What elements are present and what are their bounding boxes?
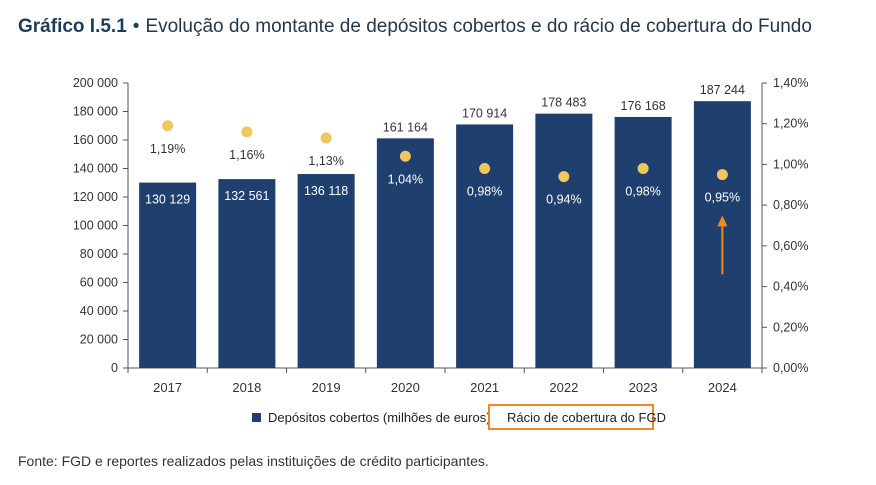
bar — [535, 113, 593, 368]
legend-item-bars: Depósitos cobertos (milhões de euros) — [252, 404, 491, 430]
ratio-point — [241, 126, 253, 138]
x-tick-label: 2019 — [312, 380, 341, 395]
x-tick-label: 2024 — [708, 380, 737, 395]
left-tick-label: 20 000 — [80, 333, 118, 347]
x-tick-label: 2020 — [391, 380, 420, 395]
bar-legend-swatch — [252, 412, 261, 422]
left-tick-label: 60 000 — [80, 276, 118, 290]
x-tick-label: 2018 — [232, 380, 261, 395]
ratio-point — [162, 120, 174, 132]
ratio-value-label: 1,19% — [150, 142, 185, 156]
ratio-value-label: 0,98% — [625, 185, 660, 199]
x-tick-label: 2017 — [153, 380, 182, 395]
bar — [376, 138, 434, 368]
ratio-value-label: 1,16% — [229, 148, 264, 162]
left-tick-label: 160 000 — [73, 133, 118, 147]
ratio-value-label: 0,94% — [546, 193, 581, 207]
bar — [218, 179, 276, 368]
ratio-point — [320, 132, 332, 144]
ratio-point — [558, 171, 570, 183]
bar — [297, 174, 355, 368]
left-tick-label: 120 000 — [73, 190, 118, 204]
bar-value-label: 136 118 — [304, 184, 348, 198]
ratio-point — [399, 150, 411, 162]
x-tick-label: 2023 — [629, 380, 658, 395]
bar-value-label: 178 483 — [541, 96, 586, 110]
left-tick-label: 40 000 — [80, 304, 118, 318]
ratio-point — [479, 163, 491, 174]
bar-legend-label: Depósitos cobertos (milhões de euros) — [268, 409, 491, 425]
right-tick-label: 0,80% — [773, 198, 808, 212]
right-tick-label: 0,20% — [773, 320, 808, 334]
x-tick-label: 2021 — [470, 380, 499, 395]
legend-item-dots: Rácio de cobertura do FGD — [488, 404, 666, 430]
ratio-value-label: 1,13% — [308, 154, 343, 168]
bar-value-label: 170 914 — [462, 106, 507, 120]
left-tick-label: 100 000 — [73, 219, 118, 233]
chart-title: Gráfico I.5.1 • Evolução do montante de de… — [18, 16, 812, 38]
bar — [456, 124, 514, 369]
left-tick-label: 200 000 — [73, 76, 118, 90]
right-tick-label: 1,00% — [773, 157, 808, 171]
bar-value-label: 132 561 — [224, 189, 269, 203]
right-tick-label: 0,40% — [773, 280, 808, 294]
ratio-point — [637, 163, 649, 174]
x-tick-label: 2022 — [549, 380, 578, 395]
chart-title-text: Evolução do montante de depósitos cobert… — [145, 16, 812, 37]
ratio-value-label: 0,98% — [467, 185, 502, 199]
left-tick-label: 80 000 — [80, 247, 118, 261]
right-tick-label: 0,60% — [773, 239, 808, 253]
bar-value-label: 187 244 — [700, 83, 745, 97]
right-tick-label: 0,00% — [773, 361, 808, 375]
source-note: Fonte: FGD e reportes realizados pelas i… — [18, 453, 489, 469]
highlight-arrow-head — [717, 215, 728, 227]
bar-value-label: 161 164 — [383, 120, 428, 134]
title-separator: • — [132, 16, 140, 37]
ratio-point — [716, 169, 728, 181]
bar-value-label: 130 129 — [145, 193, 190, 207]
bar-value-label: 176 168 — [621, 99, 666, 113]
dot-legend-label: Rácio de cobertura do FGD — [507, 409, 666, 425]
left-tick-label: 180 000 — [73, 105, 118, 119]
right-tick-label: 1,40% — [773, 76, 808, 90]
left-tick-label: 140 000 — [73, 162, 118, 176]
left-tick-label: 0 — [111, 361, 118, 375]
ratio-value-label: 1,04% — [388, 172, 423, 186]
ratio-value-label: 0,95% — [705, 191, 740, 205]
bar — [614, 116, 672, 368]
right-tick-label: 1,20% — [773, 117, 808, 131]
bar — [139, 182, 197, 368]
chart-number: Gráfico I.5.1 — [18, 16, 127, 37]
